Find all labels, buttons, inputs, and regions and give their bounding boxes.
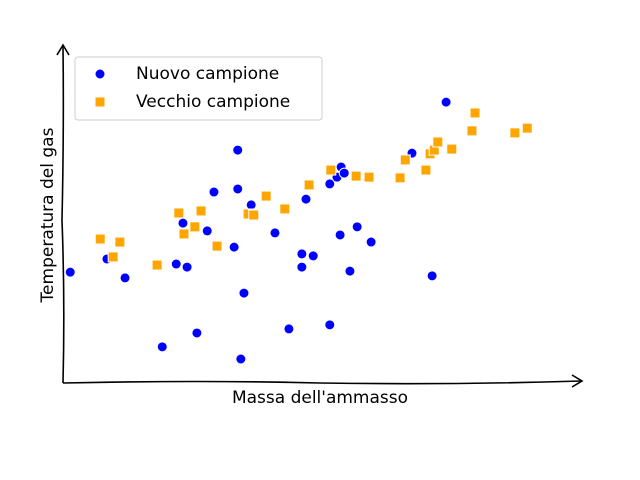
point xyxy=(324,178,336,190)
point xyxy=(228,241,240,253)
point xyxy=(238,287,250,299)
legend-label: Vecchio campione xyxy=(136,92,290,112)
point xyxy=(303,179,315,191)
y-axis-label: Temperatura del gas xyxy=(38,127,58,303)
point xyxy=(173,207,185,219)
point xyxy=(208,186,220,198)
point xyxy=(248,209,260,221)
point xyxy=(351,221,363,233)
x-arrow xyxy=(571,374,584,388)
legend: Nuovo campione Vecchio campione xyxy=(74,56,323,121)
point xyxy=(334,229,346,241)
point xyxy=(426,270,438,282)
point xyxy=(107,251,119,263)
x-axis-label: Massa dell'ammasso xyxy=(232,388,408,408)
point xyxy=(64,266,76,278)
point xyxy=(466,125,478,137)
legend-label: Nuovo campione xyxy=(136,64,279,84)
point xyxy=(114,236,126,248)
point xyxy=(350,170,362,182)
point xyxy=(344,265,356,277)
point xyxy=(191,327,203,339)
legend-marker xyxy=(94,68,106,80)
point xyxy=(324,319,336,331)
legend-marker xyxy=(94,96,106,108)
point xyxy=(170,258,182,270)
point xyxy=(156,341,168,353)
point xyxy=(300,193,312,205)
point xyxy=(432,136,444,148)
point xyxy=(245,199,257,211)
point xyxy=(189,221,201,233)
y-axis xyxy=(61,45,65,384)
point xyxy=(279,203,291,215)
point xyxy=(195,205,207,217)
point xyxy=(420,164,432,176)
point xyxy=(521,122,533,134)
legend-box xyxy=(74,56,323,121)
point xyxy=(201,225,213,237)
point xyxy=(235,353,247,365)
point xyxy=(394,172,406,184)
axes xyxy=(56,43,584,388)
point xyxy=(440,96,452,108)
point xyxy=(325,164,337,176)
point xyxy=(94,233,106,245)
point xyxy=(119,272,131,284)
point xyxy=(469,107,481,119)
point xyxy=(232,144,244,156)
y-arrow xyxy=(56,43,70,56)
point xyxy=(296,248,308,260)
point xyxy=(338,167,350,179)
point xyxy=(178,228,190,240)
point xyxy=(399,154,411,166)
point xyxy=(260,190,272,202)
point xyxy=(269,227,281,239)
x-axis xyxy=(62,380,582,385)
point xyxy=(296,261,308,273)
point xyxy=(446,143,458,155)
point xyxy=(365,236,377,248)
point xyxy=(232,183,244,195)
points xyxy=(64,96,533,365)
point xyxy=(307,250,319,262)
point xyxy=(283,323,295,335)
point xyxy=(509,127,521,139)
point xyxy=(181,261,193,273)
point xyxy=(151,259,163,271)
point xyxy=(211,240,223,252)
point xyxy=(363,171,375,183)
point xyxy=(177,217,189,229)
